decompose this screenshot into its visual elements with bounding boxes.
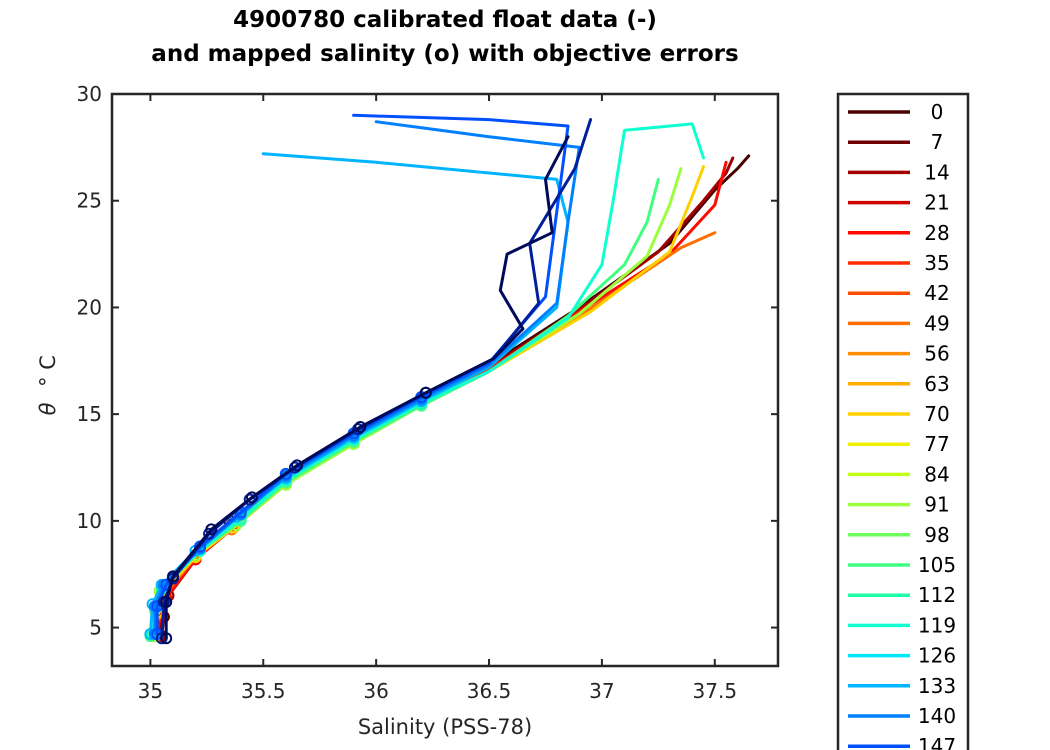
y-axis-label: θ ° C: [36, 355, 60, 415]
legend: 0 7 14 21 28 35 42 49 56 63 70 77 84 91 98 105 112 119 126…: [848, 100, 956, 750]
chart-title-line2: and mapped salinity (o) with objective e…: [151, 41, 738, 67]
legend-label-105: 105: [918, 553, 956, 577]
legend-label-63: 63: [924, 372, 949, 396]
y-axis-label-symbol: θ: [36, 402, 60, 415]
legend-label-119: 119: [918, 613, 956, 637]
mapped-point-154: [352, 423, 365, 436]
mapped-point-161: [419, 386, 432, 399]
legend-label-42: 42: [924, 281, 949, 305]
legend-label-126: 126: [918, 644, 956, 668]
legend-label-70: 70: [924, 402, 949, 426]
legend-label-35: 35: [924, 251, 949, 275]
series-layer: [144, 113, 751, 645]
legend-label-28: 28: [924, 221, 949, 245]
legend-label-0: 0: [931, 100, 944, 124]
mapped-point-161: [160, 596, 173, 608]
legend-label-21: 21: [924, 191, 949, 215]
legend-label-133: 133: [918, 674, 956, 698]
chart-title-line1: 4900780 calibrated float data (-): [233, 7, 657, 33]
y-tick-label: 5: [89, 616, 102, 640]
mapped-point-147: [279, 467, 292, 480]
legend-label-91: 91: [924, 493, 949, 517]
mapped-point-161: [167, 570, 179, 583]
series-line-161: [164, 135, 570, 640]
plot-area: [112, 94, 778, 666]
mapped-point-154: [288, 461, 301, 474]
x-tick-label: 37.5: [693, 679, 738, 703]
y-tick-label: 20: [77, 295, 102, 319]
x-tick-label: 35: [138, 679, 163, 703]
mapped-point-161: [205, 523, 218, 536]
y-axis-label-unit: ° C: [36, 355, 60, 387]
x-tick-label: 36.5: [467, 679, 512, 703]
legend-label-14: 14: [924, 160, 949, 184]
y-tick-label: 10: [77, 509, 102, 533]
plot-frame: [110, 92, 780, 668]
mapped-point-161: [354, 421, 367, 433]
legend-label-140: 140: [918, 704, 956, 728]
mapped-point-161: [291, 459, 304, 472]
legend-label-77: 77: [924, 432, 949, 456]
y-tick-label: 30: [77, 82, 102, 106]
legend-label-112: 112: [918, 583, 956, 607]
legend-label-7: 7: [931, 130, 944, 154]
x-tick-label: 35.5: [241, 679, 286, 703]
legend-label-84: 84: [924, 462, 949, 486]
mapped-point-161: [160, 632, 173, 645]
legend-label-56: 56: [924, 342, 949, 366]
legend-label-98: 98: [924, 523, 949, 547]
legend-label-49: 49: [924, 311, 949, 335]
legend-label-147: 147: [918, 734, 956, 750]
mapped-point-161: [246, 491, 258, 504]
x-tick-label: 37: [589, 679, 614, 703]
y-tick-label: 15: [77, 402, 102, 426]
x-tick-label: 36: [363, 679, 388, 703]
mapped-point-154: [243, 493, 256, 506]
x-axis-label: Salinity (PSS-78): [358, 715, 532, 739]
y-tick-label: 25: [77, 189, 102, 213]
